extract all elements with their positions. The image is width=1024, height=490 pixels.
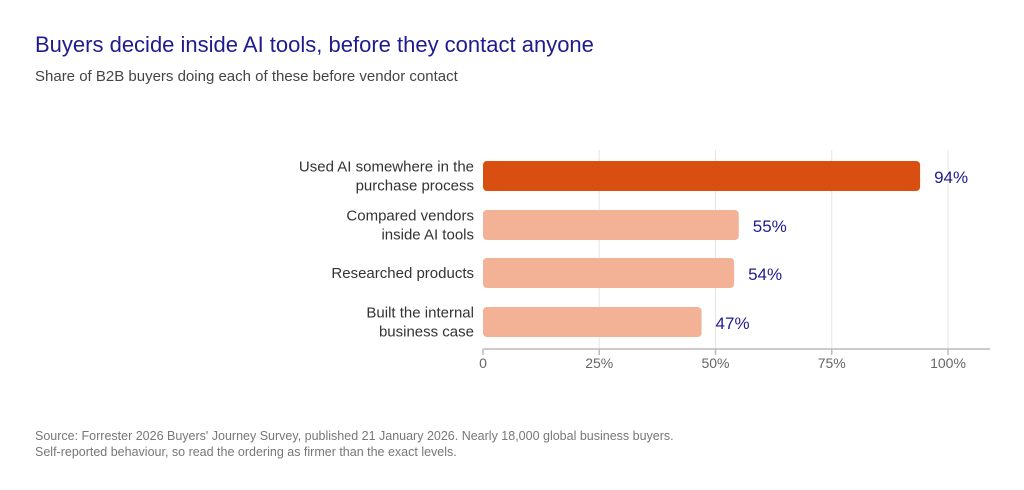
category-label: Researched products xyxy=(331,265,474,282)
source-line-1: Source: Forrester 2026 Buyers' Journey S… xyxy=(35,429,674,443)
chart-subtitle: Share of B2B buyers doing each of these … xyxy=(35,68,458,85)
category-label: Used AI somewhere in the xyxy=(299,159,474,176)
category-label: Compared vendors xyxy=(346,208,474,225)
category-label: business case xyxy=(379,324,474,341)
source-line-2: Self-reported behaviour, so read the ord… xyxy=(35,445,457,459)
x-tick-label: 100% xyxy=(930,355,966,371)
category-label: purchase process xyxy=(356,178,474,195)
value-label: 55% xyxy=(753,217,787,236)
category-label: inside AI tools xyxy=(381,227,474,244)
bar xyxy=(483,210,739,240)
bar-chart: 94% Used AI somewhere in the purchase proc… xyxy=(299,150,990,371)
category-label: Built the internal xyxy=(366,305,474,322)
value-label: 54% xyxy=(748,265,782,284)
bar xyxy=(483,307,702,337)
bar xyxy=(483,161,921,191)
x-tick-label: 0 xyxy=(479,355,487,371)
chart-title: Buyers decide inside AI tools, before th… xyxy=(35,32,594,57)
x-tick-label: 50% xyxy=(701,355,729,371)
value-label: 47% xyxy=(716,314,750,333)
value-label: 94% xyxy=(934,168,968,187)
bar xyxy=(483,258,735,288)
x-tick-label: 75% xyxy=(818,355,846,371)
x-tick-label: 25% xyxy=(585,355,613,371)
source-note: Source: Forrester 2026 Buyers' Journey S… xyxy=(35,428,674,460)
